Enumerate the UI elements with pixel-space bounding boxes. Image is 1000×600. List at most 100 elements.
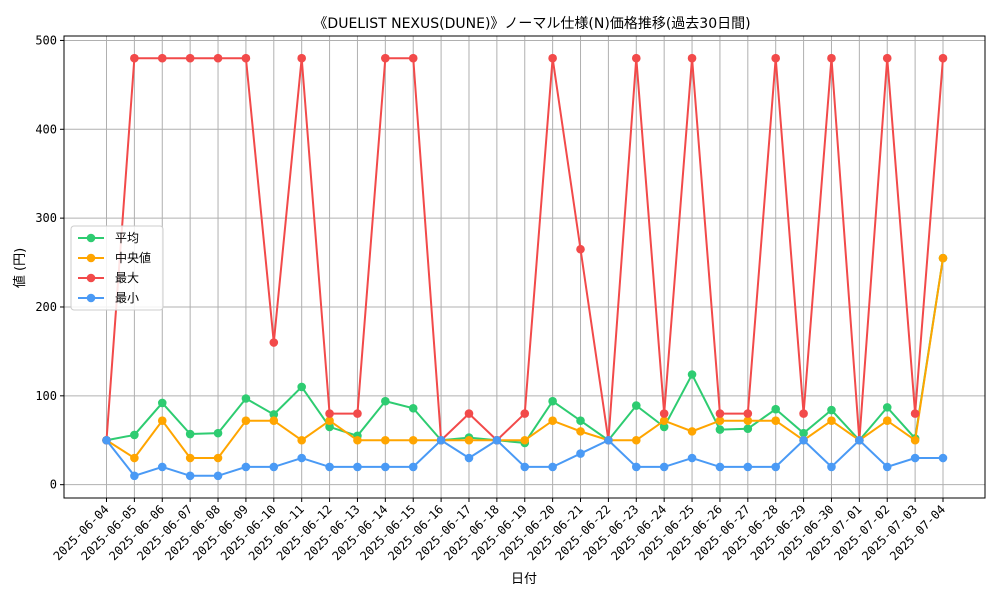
data-point: [464, 453, 474, 463]
data-point: [827, 53, 836, 63]
data-point: [938, 253, 948, 263]
data-point: [910, 453, 920, 463]
data-point: [325, 409, 334, 418]
data-point: [520, 409, 530, 418]
data-point: [130, 53, 139, 63]
data-point: [353, 462, 362, 472]
data-point: [213, 471, 223, 481]
y-tick-label: 400: [35, 122, 57, 136]
y-tick-label: 300: [35, 211, 57, 225]
data-point: [855, 435, 864, 445]
data-point: [325, 462, 334, 472]
data-point: [130, 430, 139, 440]
data-point: [576, 427, 585, 436]
data-point: [520, 462, 530, 472]
legend-box: [70, 225, 164, 311]
data-point: [408, 435, 418, 445]
data-point: [659, 409, 669, 418]
data-point: [882, 416, 892, 426]
data-point: [381, 396, 390, 406]
data-point: [213, 428, 223, 438]
data-point: [771, 462, 780, 472]
data-point: [631, 462, 641, 472]
legend-label: 平均: [115, 231, 139, 245]
data-point: [827, 462, 836, 472]
data-point: [882, 403, 892, 412]
data-point: [436, 435, 446, 445]
data-point: [715, 425, 725, 434]
legend-item: 最大: [78, 271, 139, 285]
y-tick-label: 500: [35, 33, 57, 47]
data-point: [548, 416, 557, 426]
data-point: [548, 53, 557, 63]
x-axis: 2025-06-042025-06-052025-06-062025-06-07…: [51, 498, 948, 563]
data-point: [241, 394, 251, 403]
data-point: [325, 422, 334, 432]
y-tick-label: 200: [35, 300, 57, 314]
legend-swatch-marker: [86, 293, 96, 303]
data-point: [408, 53, 418, 63]
data-point: [408, 462, 418, 472]
data-point: [548, 396, 557, 406]
data-point: [157, 462, 167, 472]
y-axis: 0 100 200 300 400 500: [35, 33, 64, 492]
x-axis-title: 日付: [511, 572, 537, 587]
data-point: [269, 416, 279, 426]
data-point: [938, 53, 948, 63]
legend-label: 中央値: [115, 250, 151, 265]
data-point: [743, 416, 753, 426]
legend-item: 最小: [78, 291, 139, 305]
data-point: [659, 462, 669, 472]
data-point: [631, 401, 641, 410]
data-point: [659, 416, 669, 426]
data-point: [269, 462, 279, 472]
data-point: [882, 53, 892, 63]
data-point: [771, 416, 780, 426]
data-point: [241, 53, 251, 63]
data-point: [938, 453, 948, 463]
data-point: [520, 435, 530, 445]
legend-label: 最小: [115, 291, 139, 305]
data-point: [799, 409, 808, 418]
legend-swatch-marker: [86, 233, 96, 243]
legend-item: 平均: [78, 231, 139, 245]
data-point: [130, 471, 139, 481]
data-point: [687, 370, 697, 379]
data-point: [715, 462, 725, 472]
legend-swatch-marker: [86, 253, 96, 263]
data-point: [687, 427, 697, 436]
data-point: [157, 416, 167, 426]
data-point: [827, 416, 836, 426]
legend-label: 最大: [115, 271, 139, 285]
data-point: [213, 53, 223, 63]
data-point: [464, 409, 474, 418]
legend-swatch-marker: [86, 273, 96, 283]
data-point: [715, 409, 725, 418]
data-point: [297, 382, 306, 392]
data-point: [353, 435, 362, 445]
data-point: [297, 453, 306, 463]
y-axis-title: 値 (円): [12, 248, 28, 288]
data-point: [659, 422, 669, 432]
data-point: [910, 409, 920, 418]
data-point: [771, 404, 780, 414]
data-point: [631, 53, 641, 63]
data-point: [799, 435, 808, 445]
data-point: [213, 453, 223, 463]
data-point: [381, 435, 390, 445]
data-point: [408, 403, 418, 413]
data-point: [799, 428, 808, 438]
data-point: [269, 410, 279, 419]
data-point: [715, 416, 725, 426]
data-point: [687, 53, 697, 63]
data-point: [604, 435, 613, 445]
data-point: [102, 435, 111, 445]
data-point: [241, 416, 251, 426]
data-point: [157, 398, 167, 408]
data-point: [631, 435, 641, 445]
data-point: [185, 429, 195, 439]
data-point: [297, 53, 306, 63]
data-point: [269, 338, 279, 347]
